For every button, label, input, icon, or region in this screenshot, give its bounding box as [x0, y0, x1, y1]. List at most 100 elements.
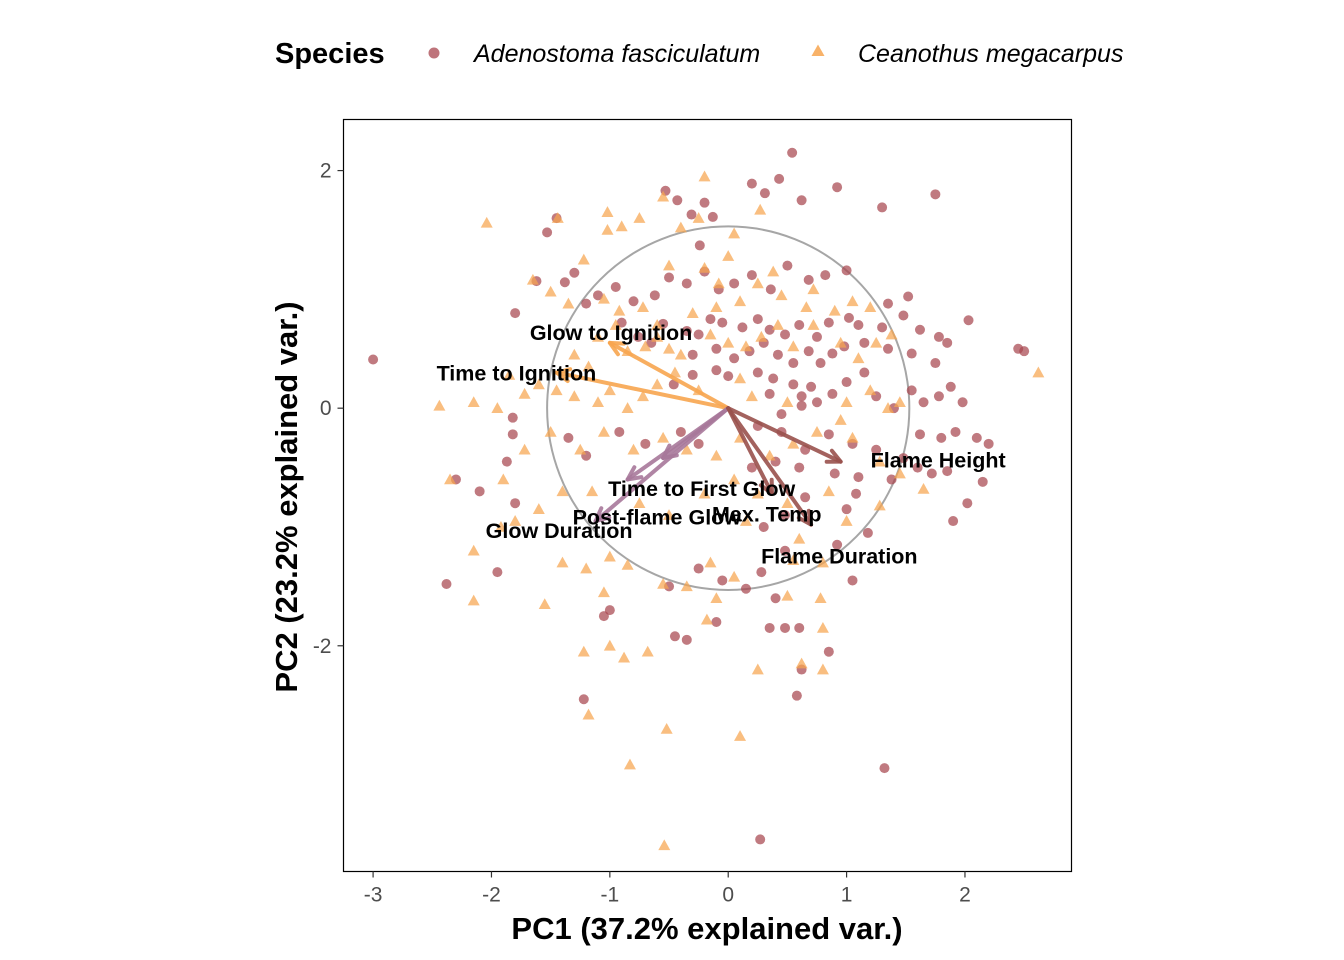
data-point-circle [581, 298, 592, 309]
data-point-circle [788, 358, 799, 369]
data-point-triangle [621, 402, 634, 413]
data-point-circle [776, 409, 787, 420]
data-point-triangle [787, 554, 800, 566]
correlation-circle-layer [546, 225, 911, 591]
data-point-triangle [532, 378, 545, 390]
data-point-triangle [755, 330, 768, 342]
data-point-circle [898, 310, 909, 321]
x-tick-label: -2 [482, 884, 501, 907]
data-point-triangle [586, 485, 599, 497]
data-point-circle [862, 527, 873, 538]
data-point-triangle [781, 589, 794, 601]
data-point-triangle [467, 594, 480, 606]
data-point-triangle [834, 336, 847, 348]
data-point-triangle [763, 449, 776, 461]
data-point-triangle [641, 645, 654, 657]
data-point-triangle [728, 473, 741, 485]
data-point-circle [758, 521, 769, 532]
data-point-triangle [800, 301, 813, 313]
data-point-triangle [532, 503, 545, 514]
data-point-triangle [538, 598, 551, 610]
data-point-circle [681, 325, 692, 336]
data-point-circle [936, 432, 947, 443]
data-point-circle [510, 308, 521, 319]
data-point-triangle [816, 621, 829, 633]
data-point-circle [740, 583, 751, 594]
data-point-circle [633, 331, 644, 342]
data-point-triangle [582, 708, 595, 720]
data-point-circle [787, 147, 798, 158]
data-point-circle [681, 634, 692, 645]
data-point-triangle [518, 387, 531, 399]
data-point-triangle [603, 639, 616, 651]
loading-arrow-time-to-ignition [554, 367, 731, 411]
data-point-triangle [568, 348, 581, 360]
data-point-triangle [846, 295, 859, 307]
data-point-circle [823, 646, 834, 657]
data-point-circle [800, 492, 811, 503]
data-point-triangle [494, 520, 507, 532]
data-point-triangle [433, 399, 446, 411]
loading-arrows-layer [554, 340, 843, 527]
data-point-triangle [739, 340, 752, 352]
data-point-triangle [873, 455, 886, 467]
data-point-circle [737, 322, 748, 333]
points-layer [368, 147, 1045, 851]
data-point-circle [746, 178, 757, 189]
data-point-circle [796, 400, 807, 411]
data-point-triangle [807, 283, 820, 295]
data-point-triangle [601, 206, 614, 217]
data-point-triangle [734, 372, 747, 384]
x-tick-label: 1 [841, 884, 853, 907]
data-point-circle [729, 278, 740, 289]
data-point-triangle [568, 390, 581, 402]
arrow-shaft [607, 340, 731, 411]
data-point-circle [803, 346, 814, 357]
data-point-triangle [627, 443, 640, 455]
data-point-circle [841, 265, 852, 276]
data-point-triangle [609, 319, 622, 330]
data-point-triangle [885, 328, 898, 340]
data-point-circle [752, 367, 763, 378]
data-point-circle [832, 182, 843, 193]
data-point-circle [752, 314, 763, 325]
data-point-triangle [710, 301, 723, 313]
data-point-triangle [864, 301, 877, 313]
loading-label-post-flame-glow: Post-flame Glow [573, 505, 742, 529]
data-point-circle [950, 426, 961, 437]
data-point-triangle [810, 425, 823, 437]
data-point-triangle [618, 651, 631, 663]
data-point-triangle [574, 443, 587, 455]
data-point-circle [930, 358, 941, 369]
data-point-circle [879, 763, 890, 774]
data-point-triangle [503, 368, 516, 380]
data-point-circle [368, 354, 379, 365]
data-point-triangle [807, 319, 820, 330]
data-point-circle [563, 432, 574, 443]
data-point-circle [815, 358, 826, 369]
loading-label-time-to-ignition: Time to Ignition [437, 362, 597, 386]
data-point-triangle [674, 221, 687, 233]
data-point-circle [859, 367, 870, 378]
data-point-triangle [739, 515, 752, 526]
data-point-triangle [623, 758, 636, 770]
data-point-circle [847, 575, 858, 586]
data-point-triangle [781, 497, 794, 509]
data-point-circle [827, 388, 838, 399]
data-point-circle [782, 260, 793, 271]
arrow-head [607, 340, 626, 357]
x-axis-title: PC1 (37.2% explained var.) [511, 911, 902, 946]
arrow-shaft [554, 370, 731, 411]
data-point-triangle [651, 378, 664, 390]
data-point-circle [853, 472, 864, 483]
data-point-triangle [734, 730, 747, 741]
data-point-circle [616, 317, 627, 328]
data-point-triangle [597, 292, 610, 304]
data-point-circle [668, 379, 679, 390]
data-point-circle [957, 397, 968, 408]
data-point-triangle [651, 319, 664, 330]
data-point-circle [1019, 346, 1030, 357]
data-point-triangle [615, 220, 628, 232]
data-point-circle [746, 462, 757, 473]
data-point-triangle [751, 487, 764, 499]
